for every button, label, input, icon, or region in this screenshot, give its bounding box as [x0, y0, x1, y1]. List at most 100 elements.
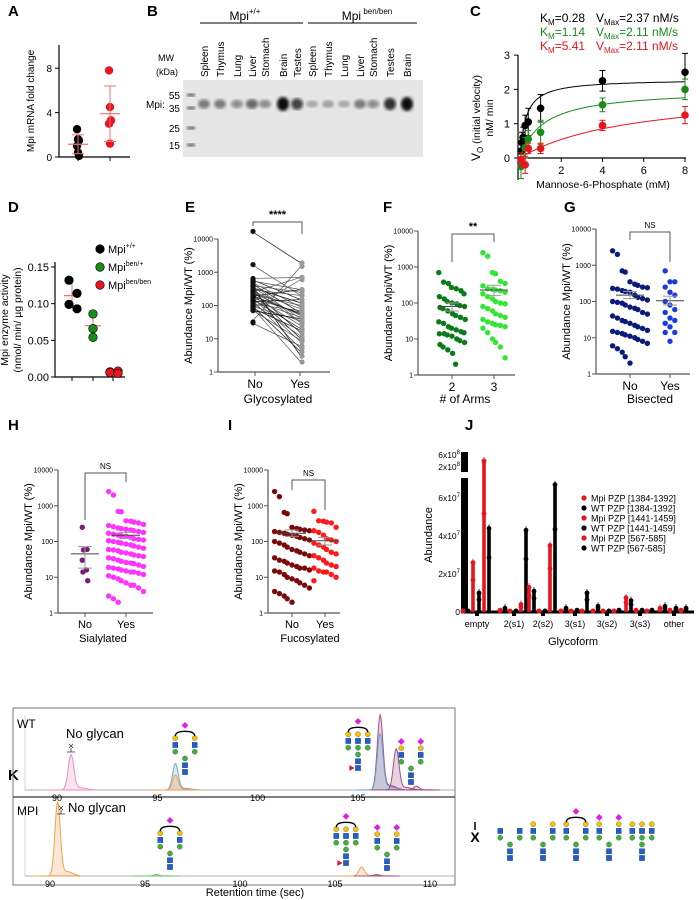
data-point	[140, 553, 147, 560]
data-point	[445, 280, 452, 287]
galactose-circle	[333, 826, 340, 832]
lane-label-thymus: Thymus	[324, 41, 335, 77]
y-axis-label: Abundance Mpi/WT (%)	[183, 247, 195, 364]
data-point	[644, 285, 651, 291]
bar-data-point	[513, 608, 519, 614]
sialic-acid-diamond	[354, 717, 362, 725]
pair-line	[251, 280, 301, 290]
y-tick-label: 1	[504, 119, 510, 131]
data-point	[131, 569, 137, 575]
km-legend: KM=0.28	[540, 11, 585, 27]
protein-band	[322, 100, 334, 108]
protein-band	[198, 99, 210, 109]
pair-line	[251, 266, 302, 323]
y-axis-label: Abundance Mpi/WT (%)	[383, 245, 395, 362]
vmax-v: V	[596, 39, 604, 53]
data-point	[284, 596, 290, 602]
glcnac-square	[182, 769, 188, 775]
pair-line	[251, 299, 301, 303]
legend-marker	[581, 515, 587, 521]
data-point	[276, 529, 283, 536]
data-point	[284, 544, 290, 550]
data-point	[131, 519, 137, 525]
data-point	[105, 564, 112, 570]
data-point	[644, 311, 651, 317]
data-point	[328, 549, 334, 555]
glcnac-square	[596, 828, 603, 834]
x-tick-label: 95	[140, 879, 150, 889]
x-tick-label: Yes	[290, 377, 310, 391]
bar-data-point	[481, 458, 487, 464]
lane-label-spleen: Spleen	[200, 46, 211, 77]
legend-marker	[95, 280, 105, 290]
lane-label-stomach: Stomach	[261, 38, 272, 77]
panel-letter-J: J	[465, 417, 473, 434]
glcnac-square	[355, 765, 361, 771]
data-point	[622, 354, 628, 360]
glcnac-square	[176, 837, 183, 843]
data-point	[118, 549, 124, 555]
data-point	[635, 282, 641, 288]
y-tick-label: 2x107	[438, 569, 460, 579]
data-point	[88, 332, 98, 343]
bar-data-point	[639, 608, 645, 614]
bar-data-point	[507, 608, 513, 614]
data-point	[492, 311, 499, 317]
data-point	[135, 544, 142, 550]
data-point	[614, 251, 621, 258]
pair-line	[251, 291, 301, 310]
y-tick-label: 0	[46, 153, 52, 164]
bar-data-point	[476, 590, 482, 596]
galactose-circle	[172, 735, 179, 741]
protein-band	[306, 100, 318, 108]
panel-G-chart: 1 10 100 1000 10000 Abundance Mpi/WT (%) No Yes…	[561, 221, 690, 406]
x-axis-label: Fucosylated	[280, 633, 339, 645]
protein-band	[259, 99, 271, 109]
data-point	[440, 279, 447, 285]
pair-line	[251, 302, 301, 337]
data-point	[614, 345, 621, 352]
protein-band	[231, 99, 243, 109]
pair-line	[251, 299, 302, 350]
x-tick-label: 110	[423, 879, 437, 889]
km-legend: KM=5.41	[540, 39, 585, 55]
significance-label: **	[469, 221, 478, 233]
data-point	[333, 524, 339, 530]
data-point	[289, 562, 295, 568]
data-point	[521, 161, 529, 169]
pair-line	[251, 277, 301, 279]
data-point	[492, 321, 499, 328]
legend-superscript: +/+	[126, 243, 136, 250]
data-point	[110, 547, 117, 553]
bar-data-point	[623, 595, 629, 601]
x-tick-label: other	[664, 619, 685, 629]
data-point	[72, 304, 82, 314]
tick-base: 6x10	[438, 450, 457, 460]
antenna-brace	[174, 730, 196, 737]
data-point	[311, 565, 317, 571]
antenna-brace	[347, 726, 369, 733]
significance-bracket	[451, 233, 495, 262]
glcnac-square	[333, 833, 340, 839]
bar	[477, 593, 481, 612]
data-point	[306, 567, 313, 573]
data-point	[452, 361, 459, 367]
km-sub: M	[548, 32, 555, 41]
bar-data-point	[531, 588, 537, 594]
x-tick-label: No	[247, 377, 263, 391]
data-point	[135, 570, 142, 576]
glcnac-square	[639, 855, 645, 861]
data-point-no	[250, 279, 256, 285]
glcnac-square	[355, 738, 361, 744]
y-axis-label: Abundance	[423, 507, 435, 563]
glcnac-square	[343, 833, 349, 839]
data-point	[635, 324, 641, 330]
bar-data-point	[633, 608, 639, 614]
galactose-circle	[355, 731, 361, 737]
bar	[585, 593, 589, 612]
panel-letter-E: E	[185, 199, 195, 216]
data-point	[123, 550, 129, 556]
sialic-acid-diamond	[166, 816, 174, 824]
km-k: K	[540, 39, 548, 53]
bar-data-point	[547, 543, 553, 548]
